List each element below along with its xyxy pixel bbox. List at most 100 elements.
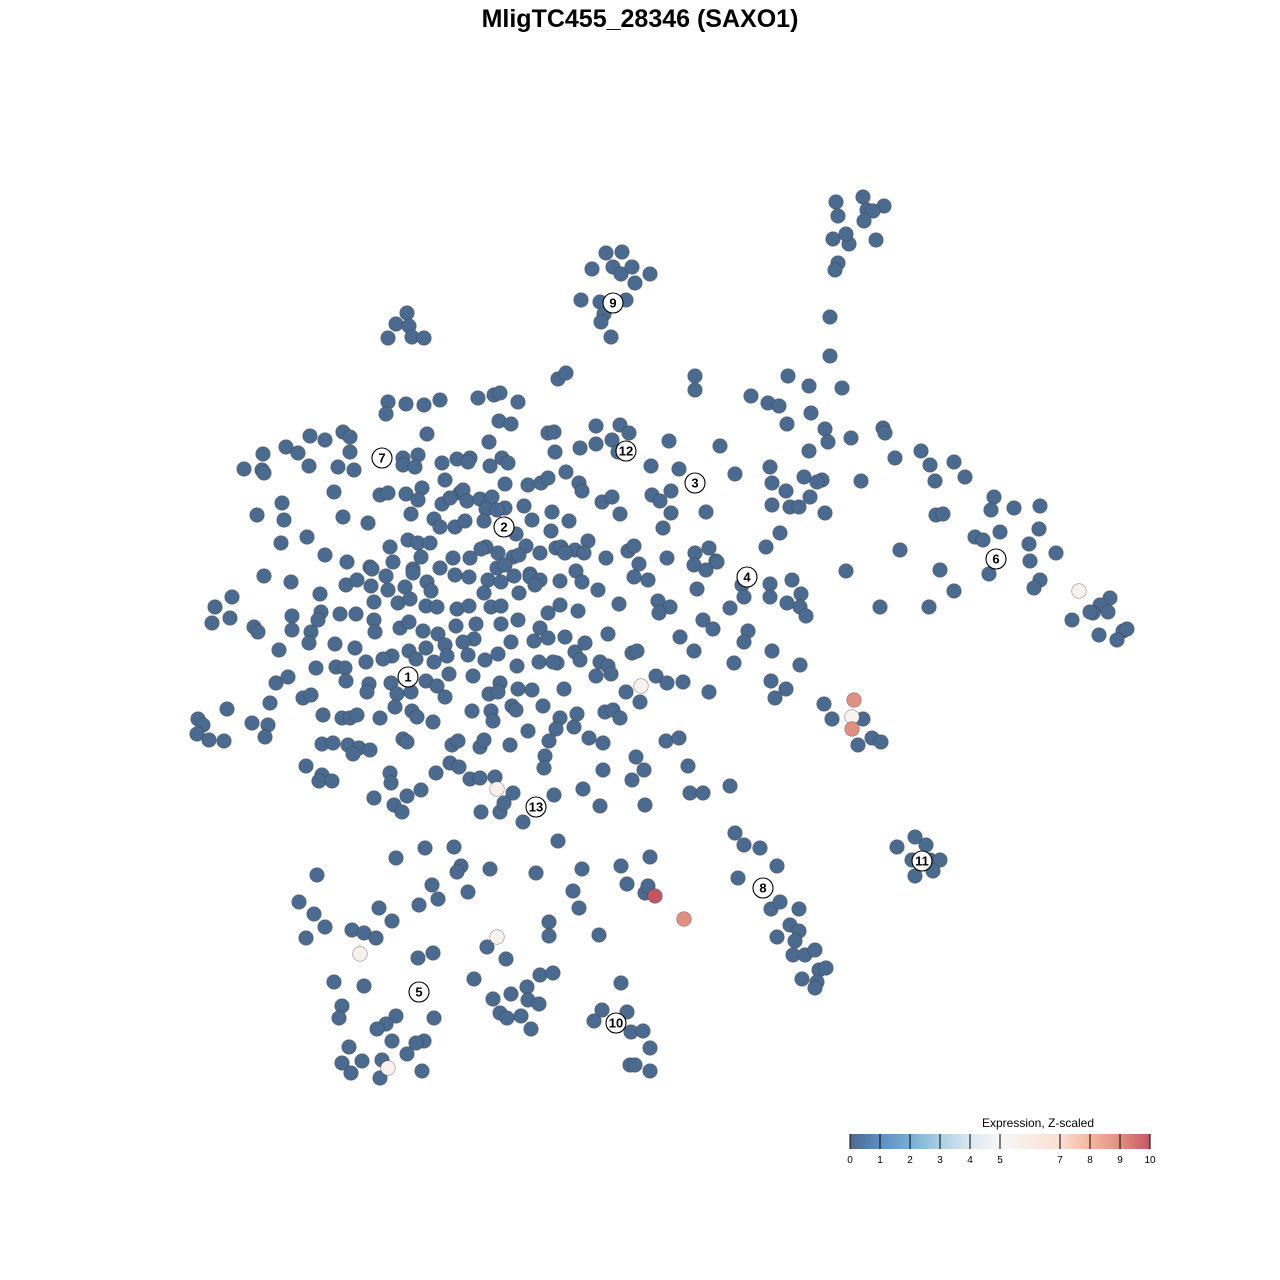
data-point [752,840,768,856]
data-point [762,576,778,592]
cluster-label: 12 [615,440,637,462]
data-point [558,464,574,480]
data-point [273,535,289,551]
data-point [511,547,527,563]
data-point [306,906,322,922]
data-point [455,634,471,650]
data-point [807,942,823,958]
data-point [345,746,361,762]
data-point [389,686,405,702]
data-point [701,684,717,700]
cluster-label: 6 [985,548,1007,570]
cluster-label-circle [752,877,774,899]
data-point [326,974,342,990]
cluster-label: 4 [736,566,758,588]
data-point [425,714,441,730]
data-point [552,597,568,613]
data-point-expressed [380,1060,396,1076]
data-point [394,804,410,820]
data-point [591,927,607,943]
data-point [311,773,327,789]
cluster-label-text: 2 [500,520,507,535]
data-point [418,640,434,656]
data-point [1119,621,1135,637]
legend-tick-label: 4 [967,1155,973,1166]
data-point [414,1063,430,1079]
data-point [550,833,566,849]
data-point [531,996,547,1012]
data-point [642,849,658,865]
data-point [887,450,903,466]
legend-tick-label: 2 [907,1155,913,1166]
data-point [689,581,705,597]
data-point [577,635,593,651]
data-point [508,702,524,718]
data-point [682,785,698,801]
data-point [544,504,560,520]
data-point [372,1070,388,1086]
data-point [636,762,652,778]
data-point [575,781,591,797]
data-point [1100,604,1116,620]
cluster-label: 8 [752,877,774,899]
data-point [434,455,450,471]
data-point [472,770,488,786]
data-point-expressed [633,678,649,694]
data-point [541,733,557,749]
data-point [408,1035,424,1051]
data-point [642,1063,658,1079]
data-point [337,660,353,676]
data-point [730,870,746,886]
data-point [631,556,647,572]
data-point [612,506,628,522]
data-point [612,710,628,726]
data-point [621,425,637,441]
data-point [545,965,561,981]
data-point [598,550,614,566]
data-point [705,621,721,637]
data-point [398,396,414,412]
data-point [464,703,480,719]
cluster-label: 3 [684,472,706,494]
data-point [838,226,854,242]
data-point [341,1039,357,1055]
data-point [473,804,489,820]
data-point [983,502,999,518]
data-point [503,634,519,650]
data-point [509,658,525,674]
data-point [303,687,319,703]
data-point [818,960,834,976]
data-point [843,430,859,446]
data-point [477,652,493,668]
data-point [763,673,779,689]
data-point [523,1021,539,1037]
cluster-label-circle [397,666,419,688]
data-point [399,1046,415,1062]
data-point [451,759,467,775]
data-point [671,461,687,477]
data-point [249,507,265,523]
data-point [671,730,687,746]
data-point [399,788,415,804]
data-point [576,545,592,561]
data-point [545,654,561,670]
data-point [250,624,266,640]
data-point [695,785,711,801]
data-point [409,709,425,725]
data-point [372,710,388,726]
data-point [493,574,509,590]
cluster-label: 7 [371,447,393,469]
data-point [276,512,292,528]
data-point [992,524,1008,540]
data-point [556,681,572,697]
data-point [680,758,696,774]
data-point [401,614,417,630]
data-point [663,483,679,499]
data-point [736,837,752,853]
data-point [301,635,317,651]
color-legend: Expression, Z-scaled 0 1 2 3 4 5 7 8 9 10 [847,1116,1156,1166]
data-point [566,719,582,735]
data-point [1026,580,1042,596]
data-point [817,421,833,437]
data-point [430,626,446,642]
